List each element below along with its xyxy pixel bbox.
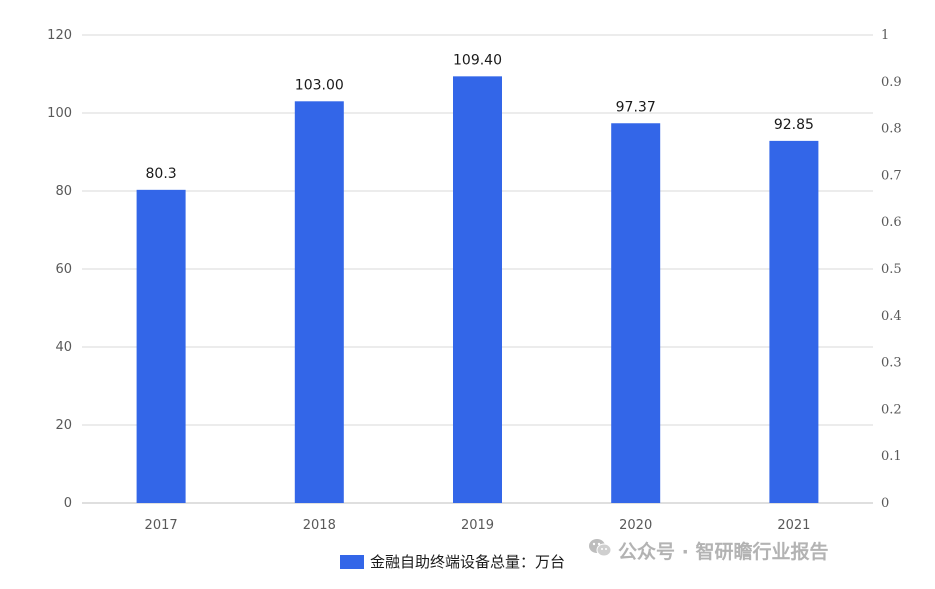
watermark-text: 公众号 · 智研瞻行业报告 <box>618 541 829 563</box>
left-tick-label: 40 <box>55 340 72 355</box>
left-tick-label: 80 <box>55 184 72 199</box>
data-label-2018: 103.00 <box>295 77 344 93</box>
legend: 金融自助终端设备总量：万台 <box>340 551 565 572</box>
bar-2021 <box>769 140 819 503</box>
data-labels: 80.3 103.00 109.40 97.37 92.85 <box>146 52 814 181</box>
right-tick-label: 0.8 <box>881 122 902 137</box>
right-tick-label: 0.4 <box>881 309 902 324</box>
left-tick-label: 20 <box>55 418 72 433</box>
bar-2019 <box>453 76 502 503</box>
right-tick-label: 0.1 <box>881 449 902 464</box>
x-axis: 2017 2018 2019 2020 2021 <box>145 518 811 533</box>
wechat-icon <box>588 537 612 564</box>
bar-2020 <box>611 123 661 503</box>
right-tick-label: 0.5 <box>881 262 902 277</box>
x-tick-label: 2018 <box>303 518 336 533</box>
legend-swatch <box>340 554 364 569</box>
bars <box>136 76 819 504</box>
watermark: 公众号 · 智研瞻行业报告 <box>588 537 828 564</box>
legend-label: 金融自助终端设备总量：万台 <box>370 553 566 571</box>
right-y-axis: 0 0.1 0.2 0.3 0.4 0.5 0.6 0.7 0.8 0.9 1 <box>881 28 902 511</box>
bar-2017 <box>136 189 186 503</box>
data-label-2020: 97.37 <box>616 99 656 115</box>
left-tick-label: 0 <box>64 496 72 511</box>
data-label-2019: 109.40 <box>453 52 502 68</box>
right-tick-label: 0.2 <box>881 402 902 417</box>
left-tick-label: 100 <box>47 106 72 121</box>
data-label-2021: 92.85 <box>774 117 814 133</box>
x-tick-label: 2021 <box>777 518 810 533</box>
right-tick-label: 0.3 <box>881 356 902 371</box>
right-tick-label: 0.7 <box>881 168 902 183</box>
left-tick-label: 120 <box>47 28 72 43</box>
right-tick-label: 1 <box>881 28 889 43</box>
right-tick-label: 0.9 <box>881 75 902 90</box>
right-tick-label: 0.6 <box>881 215 902 230</box>
left-tick-label: 60 <box>55 262 72 277</box>
data-label-2017: 80.3 <box>146 166 177 182</box>
x-tick-label: 2019 <box>461 518 494 533</box>
right-tick-label: 0 <box>881 496 889 511</box>
left-y-axis: 0 20 40 60 80 100 120 <box>47 28 72 511</box>
x-tick-label: 2020 <box>619 518 652 533</box>
bar-2018 <box>294 101 344 504</box>
x-tick-label: 2017 <box>145 518 178 533</box>
